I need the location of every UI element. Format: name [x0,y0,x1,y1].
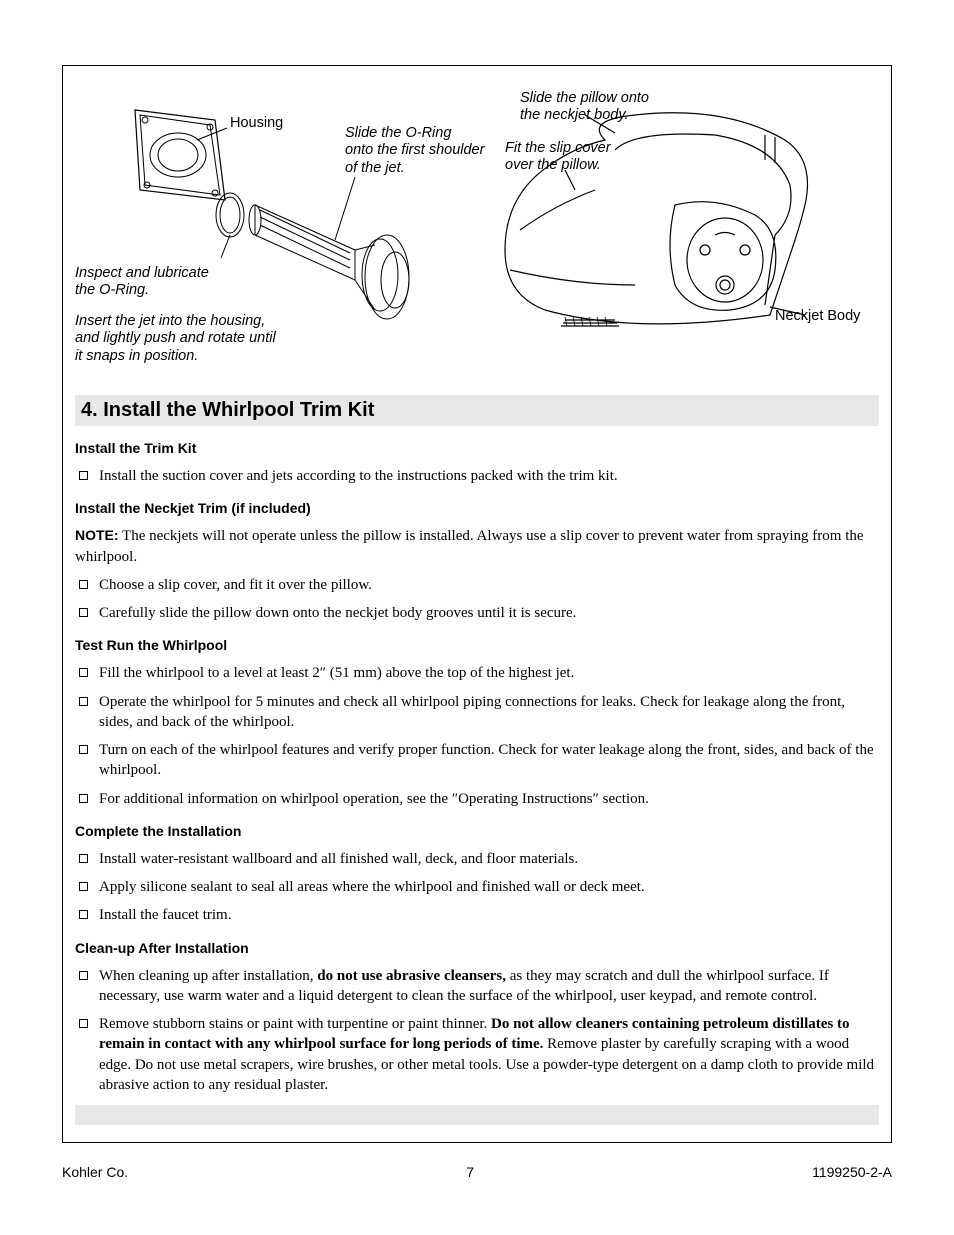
list-item: Operate the whirlpool for 5 minutes and … [75,692,879,733]
list-item: Choose a slip cover, and fit it over the… [75,575,879,595]
section-heading: 4. Install the Whirlpool Trim Kit [75,395,879,426]
list-item: Remove stubborn stains or paint with tur… [75,1014,879,1095]
note-text: NOTE: The neckjets will not operate unle… [75,526,879,567]
page-content: Housing Inspect and lubricate the O-Ring… [75,85,879,1125]
subheading-complete: Complete the Installation [75,823,879,839]
list-item: Install the faucet trim. [75,905,879,925]
label-housing: Housing [230,115,283,132]
list-item: Install the suction cover and jets accor… [75,466,879,486]
label-slide-oring: Slide the O-Ring onto the first shoulder… [345,125,484,177]
list-item: Carefully slide the pillow down onto the… [75,603,879,623]
label-neckjet-body: Neckjet Body [775,308,860,325]
subheading-test-run: Test Run the Whirlpool [75,637,879,653]
footer-company: Kohler Co. [62,1164,128,1180]
page-footer: Kohler Co. 7 1199250-2-A [62,1164,892,1180]
list-item: Fill the whirlpool to a level at least 2… [75,663,879,683]
list-item: For additional information on whirlpool … [75,789,879,809]
label-insert-jet: Insert the jet into the housing, and lig… [75,313,276,365]
list-item: When cleaning up after installation, do … [75,966,879,1007]
list-test-run: Fill the whirlpool to a level at least 2… [75,663,879,809]
list-item: Install water-resistant wallboard and al… [75,849,879,869]
subheading-cleanup: Clean-up After Installation [75,940,879,956]
list-complete: Install water-resistant wallboard and al… [75,849,879,926]
list-cleanup: When cleaning up after installation, do … [75,966,879,1096]
subheading-neckjet-trim: Install the Neckjet Trim (if included) [75,500,879,516]
label-slide-pillow: Slide the pillow onto the neckjet body. [520,90,649,125]
label-fit-slip: Fit the slip cover over the pillow. [505,140,611,175]
footer-page-number: 7 [466,1164,474,1180]
list-trim-kit: Install the suction cover and jets accor… [75,466,879,486]
spacer-bar [75,1105,879,1125]
diagram-area: Housing Inspect and lubricate the O-Ring… [75,85,879,385]
subheading-trim-kit: Install the Trim Kit [75,440,879,456]
note-body: The neckjets will not operate unless the… [75,528,864,564]
note-label: NOTE: [75,527,119,543]
label-inspect: Inspect and lubricate the O-Ring. [75,265,209,300]
list-item: Apply silicone sealant to seal all areas… [75,877,879,897]
footer-doc-number: 1199250-2-A [812,1164,892,1180]
list-item: Turn on each of the whirlpool features a… [75,740,879,781]
list-neckjet-trim: Choose a slip cover, and fit it over the… [75,575,879,624]
